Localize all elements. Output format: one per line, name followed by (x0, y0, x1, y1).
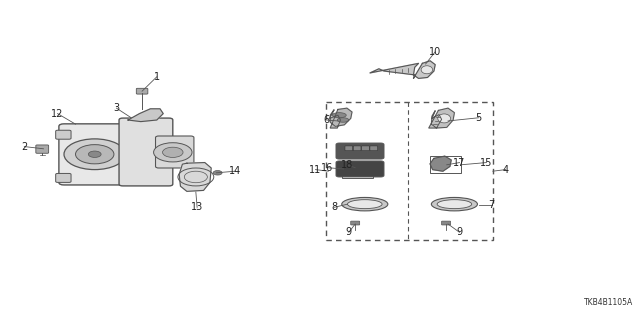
FancyBboxPatch shape (362, 146, 369, 151)
Ellipse shape (337, 118, 349, 122)
Polygon shape (430, 156, 451, 171)
Text: 13: 13 (191, 202, 204, 212)
Polygon shape (179, 163, 211, 191)
FancyBboxPatch shape (345, 146, 353, 151)
Text: 16: 16 (321, 163, 333, 173)
Text: 17: 17 (453, 157, 466, 168)
FancyBboxPatch shape (336, 161, 384, 177)
FancyBboxPatch shape (353, 146, 361, 151)
FancyBboxPatch shape (370, 146, 378, 151)
Circle shape (64, 139, 125, 170)
Text: 12: 12 (51, 108, 64, 119)
Ellipse shape (438, 114, 451, 123)
Text: 15: 15 (480, 157, 493, 168)
Circle shape (355, 164, 366, 170)
Bar (430, 156, 461, 173)
Text: 2: 2 (21, 141, 28, 152)
Polygon shape (330, 108, 352, 128)
Text: 9: 9 (456, 227, 463, 237)
FancyBboxPatch shape (36, 145, 49, 153)
Text: 9: 9 (346, 227, 352, 237)
Text: TKB4B1105A: TKB4B1105A (584, 298, 634, 307)
Bar (326, 102, 493, 240)
FancyBboxPatch shape (156, 136, 194, 168)
Polygon shape (128, 109, 163, 122)
Circle shape (88, 151, 101, 157)
Text: 7: 7 (488, 200, 495, 210)
Text: 4: 4 (502, 164, 509, 175)
Text: 14: 14 (229, 166, 242, 176)
Ellipse shape (437, 200, 472, 209)
FancyBboxPatch shape (442, 221, 451, 225)
Bar (342, 163, 373, 178)
Ellipse shape (348, 200, 382, 209)
Polygon shape (429, 108, 454, 128)
FancyBboxPatch shape (119, 118, 173, 186)
Ellipse shape (332, 113, 346, 118)
FancyBboxPatch shape (336, 143, 384, 159)
Polygon shape (370, 61, 435, 78)
Circle shape (76, 145, 114, 164)
Text: 5: 5 (476, 113, 482, 123)
FancyBboxPatch shape (56, 173, 71, 182)
Ellipse shape (431, 197, 477, 211)
FancyBboxPatch shape (351, 221, 360, 225)
Text: 10: 10 (429, 47, 442, 57)
Circle shape (163, 147, 183, 157)
Circle shape (213, 171, 222, 175)
Text: 6: 6 (323, 115, 330, 125)
Text: 8: 8 (331, 202, 337, 212)
Text: 18: 18 (341, 160, 354, 170)
Text: 1: 1 (154, 72, 160, 82)
FancyBboxPatch shape (136, 88, 148, 94)
Circle shape (154, 143, 192, 162)
FancyBboxPatch shape (59, 124, 130, 185)
Text: 3: 3 (113, 103, 120, 113)
Text: 11: 11 (309, 164, 322, 175)
FancyBboxPatch shape (56, 130, 71, 139)
Ellipse shape (342, 197, 388, 211)
Ellipse shape (421, 66, 433, 74)
